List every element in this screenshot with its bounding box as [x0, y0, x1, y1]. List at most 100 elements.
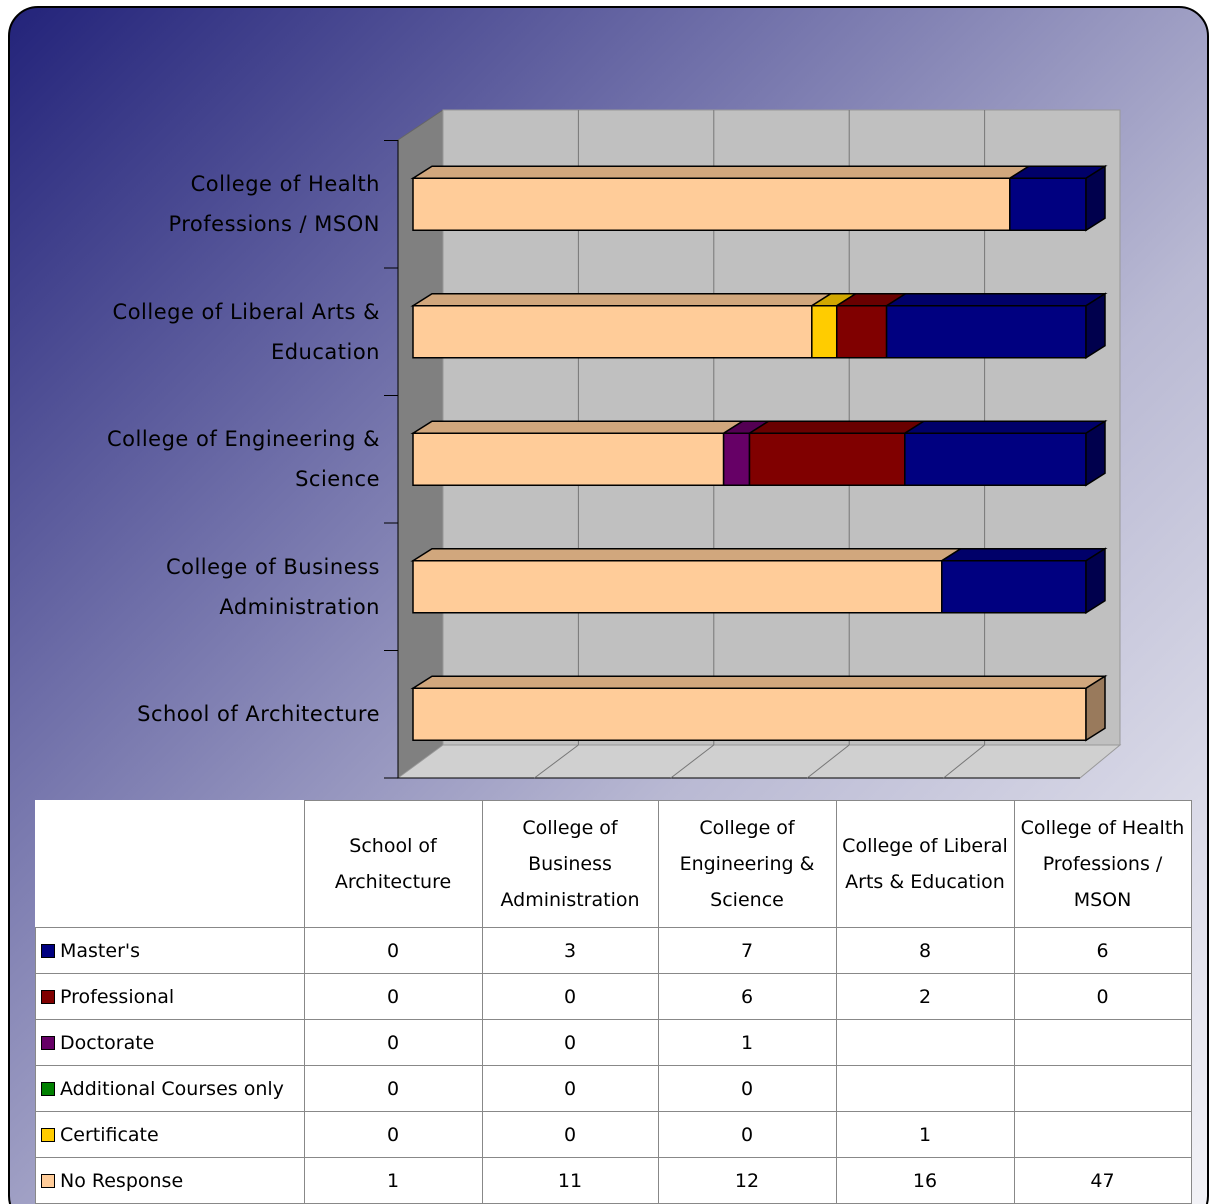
- row-header: Additional Courses only: [35, 1065, 305, 1112]
- shade: [1086, 293, 1105, 358]
- table-cell: 47: [1013, 1157, 1192, 1204]
- grid-line: [943, 744, 985, 779]
- shade: [1086, 548, 1105, 613]
- row-header: Certificate: [35, 1111, 305, 1158]
- table-cell: 0: [303, 1019, 483, 1066]
- legend-label: Certificate: [60, 1123, 159, 1146]
- table-cell: 1: [657, 1019, 837, 1066]
- shade: [413, 548, 961, 561]
- bar-segment: [811, 305, 838, 359]
- table-cell: 0: [481, 1019, 659, 1066]
- table-cell: 0: [303, 973, 483, 1020]
- table-cell: [1013, 1111, 1192, 1158]
- chart: [384, 109, 1122, 779]
- bar-segment: [412, 177, 1011, 231]
- bar-segment: [412, 687, 1087, 741]
- bar-segment: [412, 305, 813, 359]
- shade: [904, 421, 1105, 434]
- category-label: College of Business Administration: [165, 554, 380, 619]
- table-cell: 0: [1013, 973, 1192, 1020]
- shade: [941, 548, 1105, 561]
- table-cell: 11: [481, 1157, 659, 1204]
- shade: [811, 293, 856, 306]
- table-cell: 1: [303, 1157, 483, 1204]
- legend-swatch: [41, 943, 55, 958]
- shade: [1086, 676, 1105, 741]
- table-cell: 2: [835, 973, 1015, 1020]
- bar-segment: [904, 432, 1087, 486]
- legend-label: Additional Courses only: [60, 1077, 284, 1100]
- shade: [749, 421, 924, 434]
- bar-segment: [412, 560, 943, 614]
- bar-segment: [1009, 177, 1087, 231]
- legend-swatch: [41, 989, 55, 1004]
- table-cell: 0: [481, 1111, 659, 1158]
- shade: [1009, 166, 1105, 179]
- category-label: College of Health Professions / MSON: [168, 172, 380, 237]
- column-header: College of Liberal Arts & Education: [835, 800, 1015, 928]
- table-cell: 0: [657, 1065, 837, 1112]
- table-cell: 0: [303, 927, 483, 974]
- table-cell: 3: [481, 927, 659, 974]
- row-header: No Response: [35, 1157, 305, 1204]
- legend-swatch: [41, 1173, 55, 1188]
- table-cell: 0: [303, 1065, 483, 1112]
- legend-swatch: [41, 1127, 55, 1142]
- table-cell: 0: [657, 1111, 837, 1158]
- table-cell: [835, 1019, 1015, 1066]
- shade: [1086, 166, 1105, 231]
- legend-label: No Response: [60, 1169, 184, 1192]
- shade: [413, 166, 1029, 179]
- floor: [396, 744, 1122, 779]
- category-label: School of Architecture: [137, 702, 380, 727]
- bar-side: [1085, 547, 1106, 615]
- corner: [35, 800, 305, 928]
- column-header: College of Health Professions / MSON: [1013, 800, 1192, 928]
- shade: [723, 421, 769, 434]
- bar-segment: [835, 305, 888, 359]
- table-cell: [1013, 1065, 1192, 1112]
- table-cell: 8: [835, 927, 1015, 974]
- column-header: School of Architecture: [303, 800, 483, 928]
- column-header: College of Business Administration: [481, 800, 659, 928]
- grid-line: [670, 744, 715, 779]
- bar-side: [1085, 419, 1106, 487]
- table-row: Additional Courses only 0 0 0: [35, 1065, 1192, 1112]
- table-cell: 0: [303, 1111, 483, 1158]
- table-cell: [1013, 1019, 1192, 1066]
- table-cell: 12: [657, 1157, 837, 1204]
- row-header: Doctorate: [35, 1019, 305, 1066]
- table-cell: 0: [481, 1065, 659, 1112]
- legend-swatch: [41, 1081, 55, 1096]
- bar-side: [1085, 164, 1106, 232]
- grid-line: [534, 744, 579, 779]
- bar-segment: [748, 432, 906, 486]
- legend-label: Master's: [60, 939, 141, 962]
- grid-line: [806, 744, 850, 779]
- shade: [413, 421, 743, 434]
- bar-side: [1085, 292, 1106, 360]
- bar-segment: [941, 560, 1087, 614]
- bar-side: [1085, 674, 1106, 742]
- column-header: College of Engineering & Science: [657, 800, 837, 928]
- legend-label: Doctorate: [60, 1031, 155, 1054]
- table-row: Professional 0 0 6 2 0: [35, 973, 1192, 1020]
- table-cell: 16: [835, 1157, 1015, 1204]
- table-row: No Response 1 11 12 16 47: [35, 1157, 1192, 1204]
- table-row: Certificate 0 0 0 1: [35, 1111, 1192, 1158]
- row-header: Master's: [35, 927, 305, 974]
- category-label: College of Liberal Arts & Education: [112, 299, 380, 364]
- shade: [886, 293, 1105, 306]
- table-cell: 6: [657, 973, 837, 1020]
- legend-swatch: [41, 1035, 55, 1050]
- table-cell: 1: [835, 1111, 1015, 1158]
- shade: [1086, 421, 1105, 486]
- row-header: Professional: [35, 973, 305, 1020]
- header-row: School of Architecture College of Busines…: [35, 800, 1192, 928]
- shade: [413, 293, 831, 306]
- shade: [836, 293, 906, 306]
- table-cell: 7: [657, 927, 837, 974]
- bar-segment: [885, 305, 1087, 359]
- category-label: College of Engineering & Science: [107, 427, 380, 492]
